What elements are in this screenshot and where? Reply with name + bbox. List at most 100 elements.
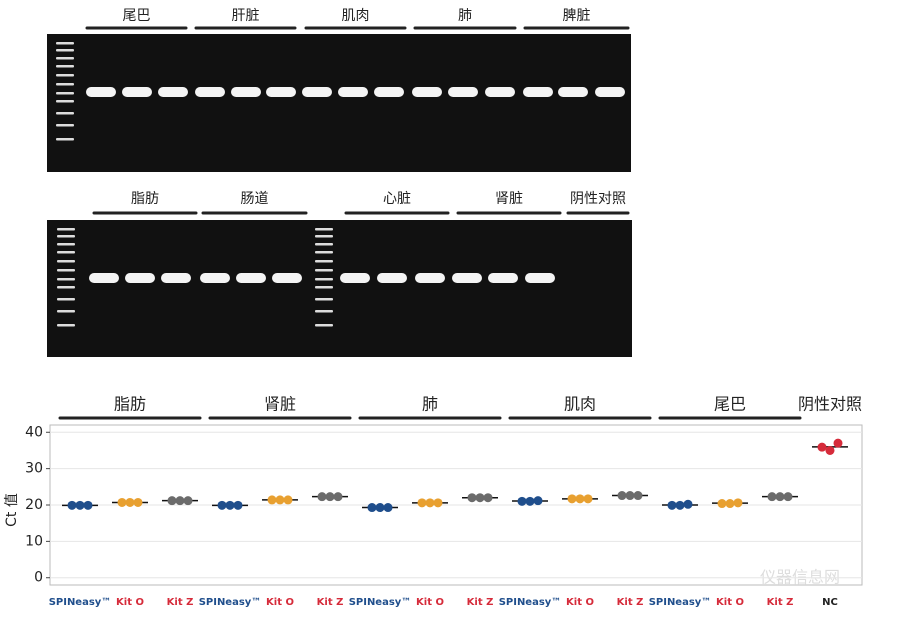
x-tick-label: Kit Z bbox=[317, 597, 344, 608]
y-tick-label: 0 bbox=[34, 570, 43, 586]
point bbox=[167, 496, 177, 506]
point bbox=[833, 438, 843, 448]
point bbox=[683, 499, 693, 509]
point bbox=[333, 492, 343, 502]
group-label: 尾巴 bbox=[714, 395, 746, 414]
point bbox=[467, 493, 477, 503]
point bbox=[383, 503, 393, 513]
point bbox=[183, 496, 193, 506]
x-tick-label: SPINeasy™ bbox=[499, 597, 562, 608]
gel-label: 肠道 bbox=[241, 191, 269, 207]
point bbox=[633, 491, 643, 501]
ladder-band bbox=[315, 324, 333, 327]
point bbox=[375, 503, 385, 513]
point bbox=[367, 503, 377, 513]
point bbox=[317, 492, 327, 502]
gel-band bbox=[340, 273, 370, 283]
y-tick-label: 20 bbox=[25, 497, 43, 513]
y-tick-label: 30 bbox=[25, 461, 43, 477]
gel-band bbox=[302, 87, 332, 97]
ladder-band bbox=[315, 298, 333, 301]
group-label: 脂肪 bbox=[114, 395, 146, 414]
ladder-band bbox=[315, 310, 333, 313]
x-tick-label: Kit O bbox=[566, 597, 594, 608]
gel-label: 脾脏 bbox=[563, 8, 591, 24]
gel-band bbox=[558, 87, 588, 97]
ladder-band bbox=[57, 251, 75, 254]
group-label: 肺 bbox=[422, 395, 438, 414]
ladder-band bbox=[57, 324, 75, 327]
x-tick-label: Kit O bbox=[716, 597, 744, 608]
gel-band bbox=[125, 273, 155, 283]
ladder-band bbox=[57, 298, 75, 301]
gel-band bbox=[374, 87, 404, 97]
point bbox=[133, 497, 143, 507]
point bbox=[517, 496, 527, 506]
ladder-band bbox=[56, 92, 74, 95]
ladder-band bbox=[315, 243, 333, 246]
ladder-band bbox=[315, 228, 333, 231]
gel-band bbox=[595, 87, 625, 97]
gel-band bbox=[415, 273, 445, 283]
point bbox=[225, 500, 235, 510]
group-label: 肾脏 bbox=[264, 395, 296, 414]
gel-band bbox=[161, 273, 191, 283]
x-tick-label: Kit O bbox=[266, 597, 294, 608]
gel-label: 肾脏 bbox=[495, 191, 523, 207]
ladder-band bbox=[57, 228, 75, 231]
gel-band bbox=[377, 273, 407, 283]
gel-band bbox=[231, 87, 261, 97]
gel-label: 尾巴 bbox=[123, 8, 151, 24]
gel-band bbox=[448, 87, 478, 97]
gel-band bbox=[236, 273, 266, 283]
point bbox=[475, 493, 485, 503]
gel-band bbox=[488, 273, 518, 283]
point bbox=[483, 493, 493, 503]
point bbox=[175, 496, 185, 506]
point bbox=[525, 496, 535, 506]
point bbox=[767, 492, 777, 502]
point bbox=[75, 500, 85, 510]
gel-band bbox=[525, 273, 555, 283]
ladder-band bbox=[56, 74, 74, 77]
y-tick-label: 10 bbox=[25, 533, 43, 549]
gel-band bbox=[200, 273, 230, 283]
ladder-band bbox=[315, 278, 333, 281]
ladder-band bbox=[56, 124, 74, 127]
ladder-band bbox=[57, 286, 75, 289]
x-tick-label: Kit Z bbox=[467, 597, 494, 608]
ladder-band bbox=[56, 42, 74, 45]
x-tick-label: Kit Z bbox=[767, 597, 794, 608]
point bbox=[625, 491, 635, 501]
gel-band bbox=[338, 87, 368, 97]
point bbox=[217, 500, 227, 510]
ladder-band bbox=[56, 100, 74, 103]
point bbox=[425, 498, 435, 508]
ladder-band bbox=[56, 138, 74, 141]
x-tick-label: SPINeasy™ bbox=[349, 597, 412, 608]
gel-band bbox=[266, 87, 296, 97]
point bbox=[267, 495, 277, 505]
point bbox=[67, 500, 77, 510]
x-tick-label: SPINeasy™ bbox=[199, 597, 262, 608]
ladder-band bbox=[57, 260, 75, 263]
gel-band bbox=[122, 87, 152, 97]
point bbox=[83, 500, 93, 510]
point bbox=[717, 499, 727, 509]
gel-image bbox=[47, 34, 631, 172]
x-tick-label: SPINeasy™ bbox=[49, 597, 112, 608]
point bbox=[783, 492, 793, 502]
gel-label: 阴性对照 bbox=[570, 191, 626, 207]
point bbox=[583, 494, 593, 504]
x-tick-label: SPINeasy™ bbox=[649, 597, 712, 608]
point bbox=[117, 497, 127, 507]
group-label: 肌肉 bbox=[564, 395, 596, 414]
gel-image bbox=[47, 220, 632, 357]
gel-band bbox=[195, 87, 225, 97]
ladder-band bbox=[315, 235, 333, 238]
point bbox=[825, 445, 835, 455]
gel-band bbox=[158, 87, 188, 97]
point bbox=[417, 498, 427, 508]
x-tick-label: Kit O bbox=[116, 597, 144, 608]
gel-band bbox=[452, 273, 482, 283]
